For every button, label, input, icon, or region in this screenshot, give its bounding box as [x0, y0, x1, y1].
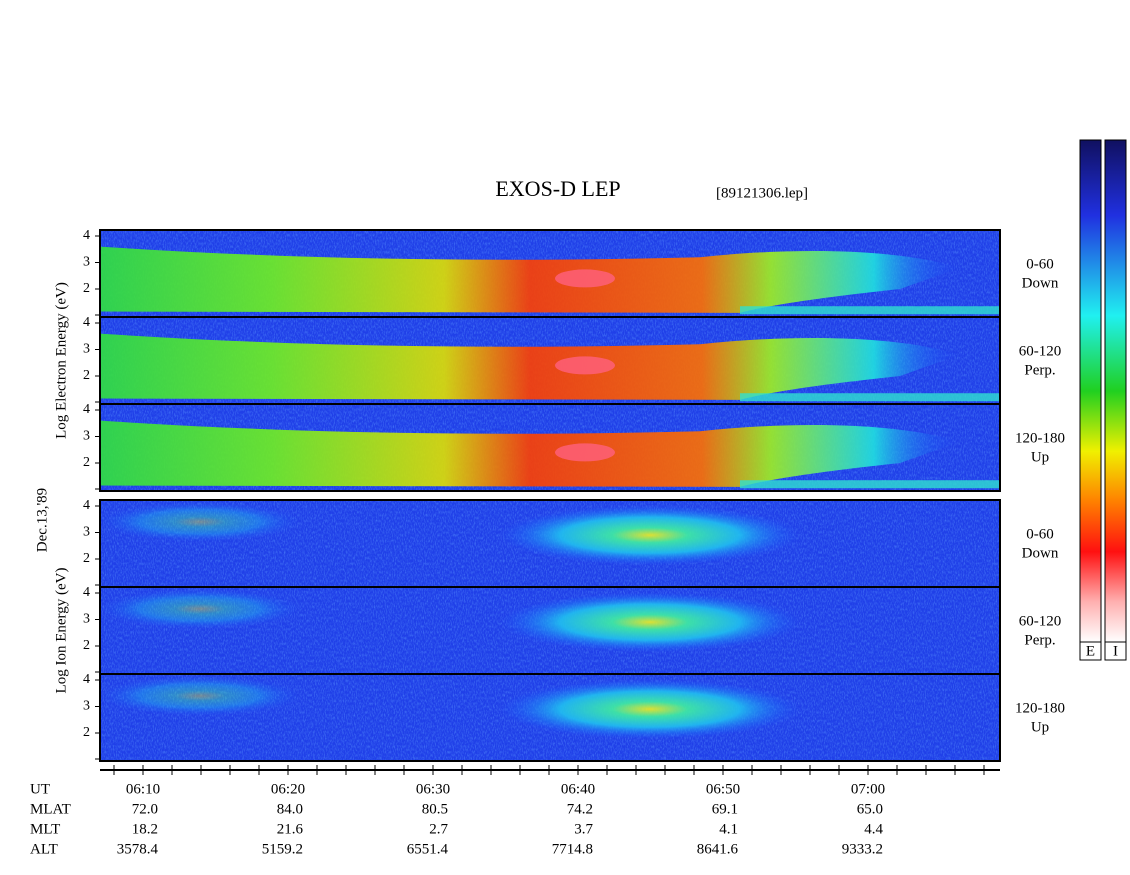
angle-label: 60-120 — [1019, 613, 1062, 629]
date-label: Dec.13,'89 — [34, 488, 50, 552]
y-tick-label: 4 — [83, 585, 90, 600]
row-value: 3.7 — [574, 821, 593, 837]
y-tick-label: 2 — [83, 455, 90, 470]
row-name: UT — [30, 781, 50, 797]
y-tick-label: 3 — [83, 255, 90, 270]
time-label: 06:40 — [561, 781, 595, 797]
y-tick-label: 2 — [83, 725, 90, 740]
colorbar-label: E — [1086, 643, 1095, 659]
flux-peak — [555, 356, 615, 375]
row-value: 80.5 — [422, 801, 448, 817]
direction-label: Perp. — [1024, 632, 1055, 648]
time-label: 06:10 — [126, 781, 160, 797]
direction-label: Down — [1022, 275, 1059, 291]
y-tick-label: 3 — [83, 525, 90, 540]
y-axis-label: Log Electron Energy (eV) — [53, 282, 69, 439]
angle-label: 120-180 — [1015, 700, 1065, 716]
flux-line — [740, 306, 1000, 315]
row-value: 69.1 — [712, 801, 738, 817]
flux-band — [100, 246, 960, 313]
flux-peak — [555, 443, 615, 462]
row-value: 4.1 — [719, 821, 738, 837]
angle-label: 120-180 — [1015, 430, 1065, 446]
colorbar — [1079, 139, 1102, 643]
flux-blob — [500, 592, 800, 653]
angle-label: 0-60 — [1026, 526, 1054, 542]
flux-blob — [100, 588, 300, 629]
row-value: 74.2 — [567, 801, 593, 817]
y-tick-label: 4 — [83, 402, 90, 417]
title: EXOS-D LEP — [495, 176, 620, 201]
row-value: 4.4 — [864, 821, 883, 837]
flux-blob — [100, 675, 300, 716]
row-name: MLT — [30, 821, 60, 837]
y-tick-label: 2 — [83, 281, 90, 296]
row-value: 65.0 — [857, 801, 883, 817]
flux-blob — [100, 501, 300, 542]
y-tick-label: 3 — [83, 342, 90, 357]
angle-label: 60-120 — [1019, 343, 1062, 359]
time-label: 06:20 — [271, 781, 305, 797]
direction-label: Perp. — [1024, 362, 1055, 378]
row-value: 9333.2 — [842, 841, 883, 857]
flux-peak — [555, 269, 615, 288]
row-value: 84.0 — [277, 801, 303, 817]
row-value: 7714.8 — [552, 841, 593, 857]
flux-line — [740, 393, 1000, 402]
flux-band — [100, 420, 960, 487]
y-tick-label: 2 — [83, 368, 90, 383]
y-tick-label: 3 — [83, 699, 90, 714]
time-label: 07:00 — [851, 781, 885, 797]
y-axis-label: Log Ion Energy (eV) — [53, 568, 69, 694]
y-tick-label: 4 — [83, 672, 90, 687]
file-name: [89121306.lep] — [716, 185, 808, 201]
colorbar-label-box — [1079, 641, 1102, 661]
flux-line — [740, 480, 1000, 489]
colorbar-label: I — [1113, 643, 1118, 659]
flux-blob — [500, 679, 800, 740]
y-tick-label: 3 — [83, 612, 90, 627]
y-tick-label: 4 — [83, 498, 90, 513]
row-value: 3578.4 — [117, 841, 159, 857]
y-tick-label: 3 — [83, 429, 90, 444]
row-value: 5159.2 — [262, 841, 303, 857]
time-label: 06:50 — [706, 781, 740, 797]
y-tick-label: 4 — [83, 228, 90, 243]
colorbar — [1104, 139, 1127, 643]
panel-frame — [99, 403, 1001, 492]
panel-frame — [99, 673, 1001, 762]
row-value: 18.2 — [132, 821, 158, 837]
direction-label: Up — [1031, 449, 1049, 465]
row-value: 72.0 — [132, 801, 158, 817]
y-tick-label: 4 — [83, 315, 90, 330]
direction-label: Down — [1022, 545, 1059, 561]
time-label: 06:30 — [416, 781, 450, 797]
angle-label: 0-60 — [1026, 256, 1054, 272]
row-name: MLAT — [30, 801, 71, 817]
row-value: 21.6 — [277, 821, 304, 837]
row-value: 8641.6 — [697, 841, 739, 857]
colorbar-label-box — [1104, 641, 1127, 661]
y-tick-label: 2 — [83, 551, 90, 566]
flux-band — [100, 333, 960, 400]
row-name: ALT — [30, 841, 58, 857]
direction-label: Up — [1031, 719, 1049, 735]
y-tick-label: 2 — [83, 638, 90, 653]
row-value: 6551.4 — [407, 841, 449, 857]
row-value: 2.7 — [429, 821, 448, 837]
flux-blob — [500, 505, 800, 566]
